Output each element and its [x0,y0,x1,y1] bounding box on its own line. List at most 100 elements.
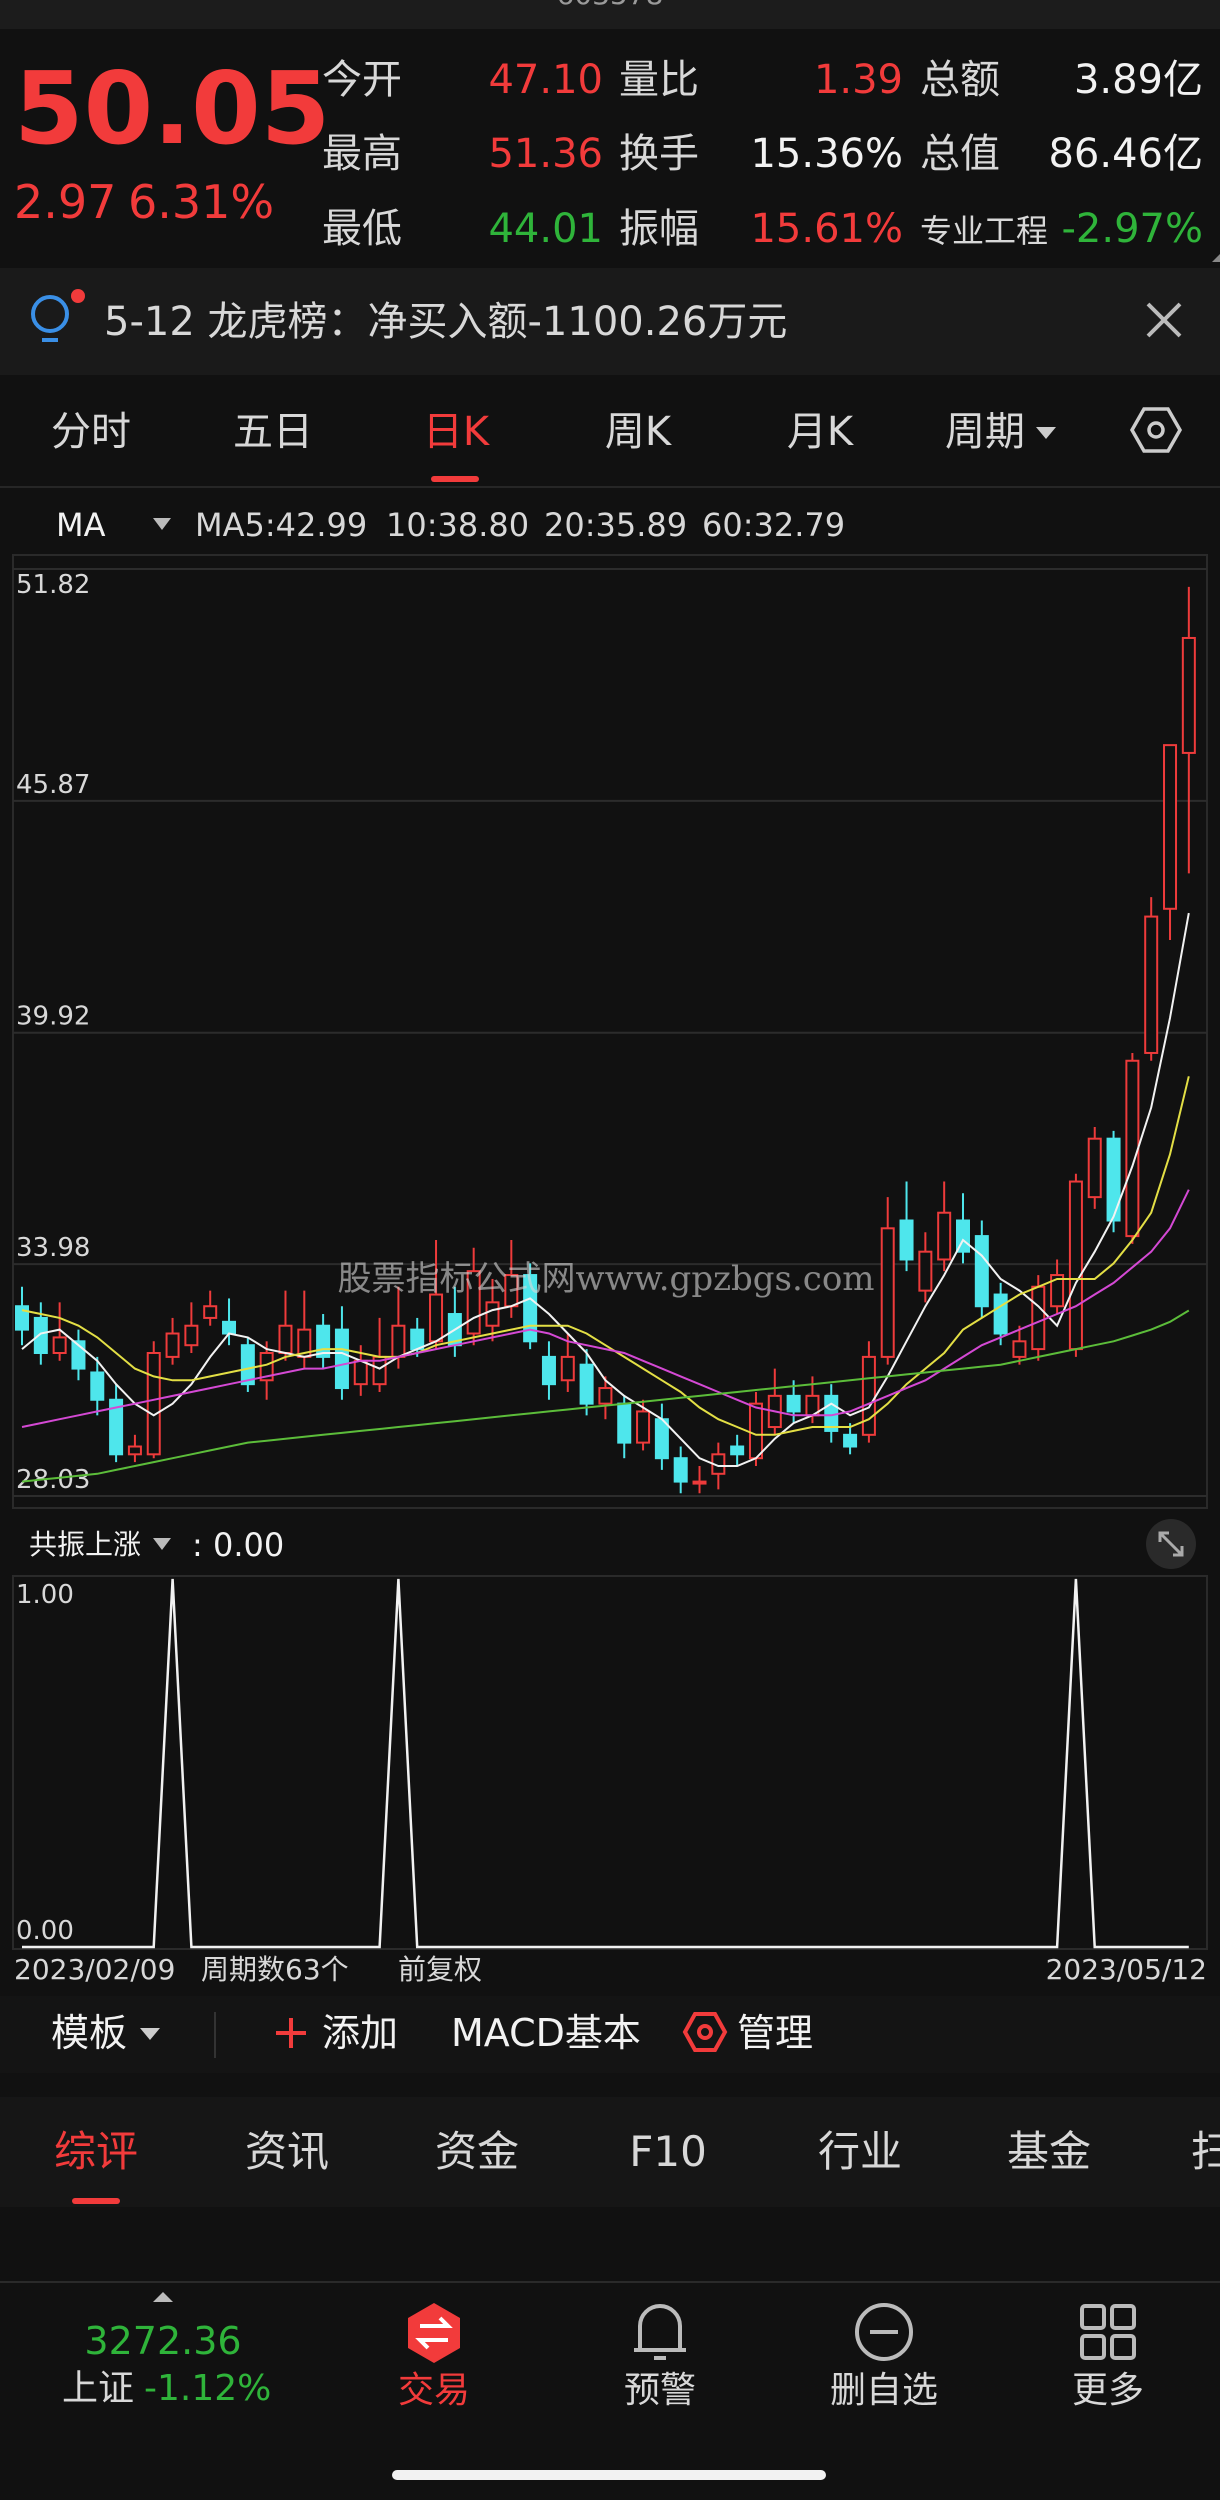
status-bar [0,0,1220,29]
trade-icon[interactable] [408,2303,460,2363]
indicator-selector[interactable]: MA [56,506,106,544]
price-change-pct: 6.31% [128,175,274,229]
candle-body [429,1293,444,1343]
nav-trade[interactable]: 交易 [398,2370,470,2411]
y-tick-label: 51.82 [16,570,90,600]
y-tick-label: 45.87 [16,770,90,800]
candle-body [748,1402,763,1460]
legend-entry: MA5:42.99 [195,506,367,544]
field-label: 专业工程 [920,212,1048,250]
candle-body [843,1433,858,1448]
period-tab[interactable]: 周期 [945,409,1025,455]
candle-body [109,1398,124,1456]
field-label: 量比 [619,57,699,103]
info-tab[interactable]: 综评 [54,2127,138,2176]
period-count: 周期数63个 [201,1953,349,1986]
nav-alert[interactable]: 预警 [624,2370,696,2411]
field-value: 15.36% [750,131,903,177]
info-tab[interactable]: 扫 [1191,2127,1220,2176]
indicator-chart: 1.00 0.00 [16,1578,1189,1949]
template-button[interactable]: 模板 [51,2011,127,2055]
info-tab[interactable]: 资讯 [245,2127,329,2176]
ma-line [21,1309,1190,1483]
add-icon[interactable] [276,2018,306,2048]
nav-more[interactable]: 更多 [1072,2370,1144,2411]
period-tab[interactable]: 月K [787,409,855,455]
ma-line [21,912,1190,1467]
field-label: 最高 [322,131,402,177]
info-tab[interactable]: 基金 [1007,2127,1091,2176]
candle-body [1031,1285,1046,1351]
period-tab[interactable]: 分时 [51,409,131,455]
nav-remove-watch[interactable]: 删自选 [830,2370,938,2411]
legend-name: 20: [544,506,596,544]
candle-body [1144,915,1159,1054]
expand-icon[interactable] [1146,1519,1196,1569]
alert-icon[interactable] [634,2304,686,2360]
period-tabs: 分时 五日 日K 周K 月K 周期 [51,409,1025,455]
adjust-mode: 前复权 [398,1953,482,1986]
ma-legend: MA5:42.99 10:38.80 20:35.89 60:32.79 [195,506,845,544]
candle-body [880,1227,895,1358]
candle-body [861,1355,876,1436]
candle-body [1125,1059,1140,1238]
legend-entry: 20:35.89 [544,506,687,544]
info-tab[interactable]: 行业 [818,2127,902,2176]
candle-body [391,1324,406,1358]
macd-button[interactable]: MACD基本 [451,2011,641,2055]
settings-icon[interactable] [1129,407,1183,453]
candle-body [673,1457,688,1483]
legend-value: 38.80 [438,506,530,544]
candle-body [1106,1137,1121,1222]
period-tab[interactable]: 周K [605,409,673,455]
home-indicator [392,2470,826,2480]
index-value[interactable]: 3272.36 [84,2319,241,2363]
candle-body [993,1293,1008,1335]
close-icon[interactable] [1146,302,1182,338]
legend-name: 60: [702,506,754,544]
y-tick-label: 39.92 [16,1002,90,1032]
more-icon[interactable] [1080,2304,1136,2360]
notice-text[interactable]: 5-12 龙虎榜：净买入额-1100.26万元 [104,299,787,345]
index-change[interactable]: -1.12% [144,2368,271,2409]
candle-body [560,1355,575,1382]
candle-body [466,1270,481,1335]
template-dropdown[interactable] [140,2028,160,2040]
index-arrow [153,2292,173,2302]
field-label: 振幅 [619,206,699,252]
candle-body [1012,1340,1027,1358]
y-tick-label: 1.00 [16,1580,74,1610]
notice-dot [71,289,85,303]
info-tab[interactable]: F10 [629,2127,707,2176]
indicator-dropdown[interactable] [153,1538,171,1550]
period-tab[interactable]: 五日 [233,409,313,455]
info-tabs [0,2097,1220,2207]
manage-button[interactable]: 管理 [737,2011,813,2055]
candle-body [52,1336,67,1354]
candle-body [824,1394,839,1432]
manage-icon[interactable] [682,2012,728,2052]
indicator-dropdown[interactable] [153,518,171,530]
candle-body [240,1344,255,1386]
candle-body [1163,744,1178,910]
price-frame [12,554,1208,1509]
period-dropdown[interactable] [1036,427,1056,439]
last-price: 50.05 [14,50,330,167]
indicator-title: 共振上涨 [29,1528,141,1561]
index-name[interactable]: 上证 [62,2368,134,2409]
remove-watch-icon[interactable] [855,2303,913,2361]
notice-bar[interactable] [0,268,1220,375]
period-tab[interactable]: 日K [423,409,491,455]
candle-body [1087,1137,1102,1199]
price-chart: 51.82 45.87 39.92 33.98 28.03 [13,568,1207,1497]
y-tick-label: 33.98 [16,1233,90,1263]
info-tab[interactable]: 资金 [435,2127,519,2176]
field-value: 15.61% [750,206,903,252]
candle-body [654,1418,669,1460]
add-button[interactable]: 添加 [322,2011,398,2055]
candle-body [334,1328,349,1390]
candle-body [222,1320,237,1335]
candle-body [541,1355,556,1386]
